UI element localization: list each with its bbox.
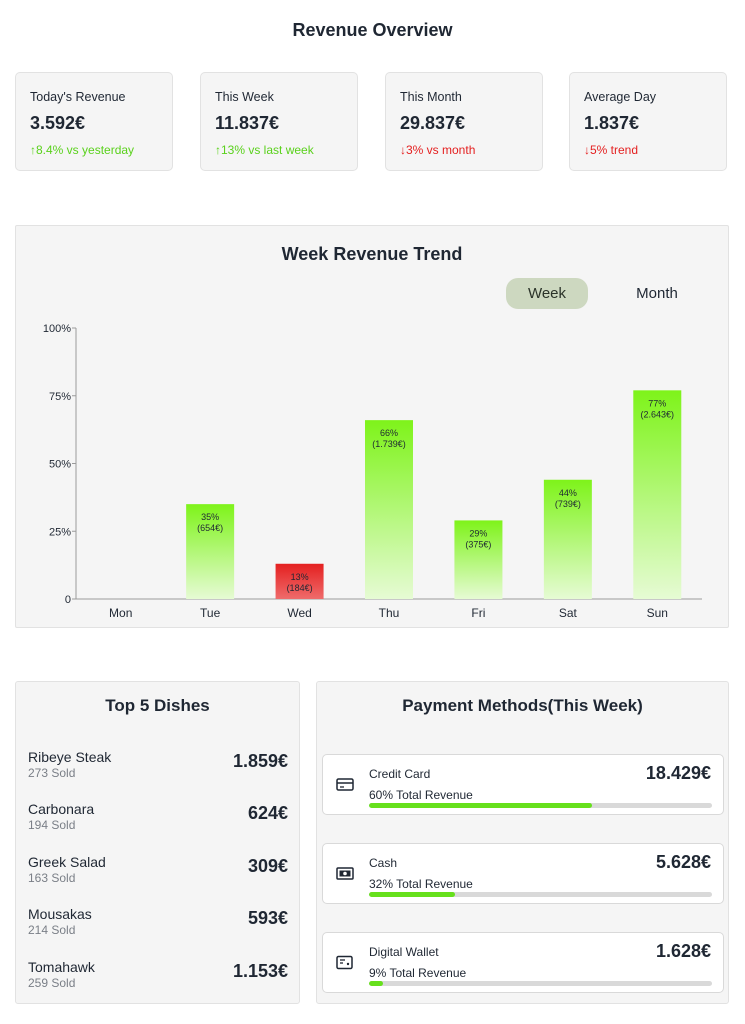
x-tick-label: Fri [471,606,485,620]
kpi-trend: ↓3% vs month [400,143,476,157]
kpi-label: Average Day [584,90,657,104]
y-tick-label: 75% [49,391,71,403]
x-tick-label: Thu [379,606,400,620]
dish-name: Tomahawk [28,959,95,975]
bar-fri [454,520,503,599]
week-revenue-trend-card: Week Revenue Trend Week Month 0 25% 50% 75%… [15,225,729,628]
kpi-label: This Month [400,90,462,104]
dish-item: Greek Salad 163 Sold 309€ [28,854,288,894]
x-tick-label: Wed [287,606,311,620]
bar-thu [365,420,413,599]
dish-item: Mousakas 214 Sold 593€ [28,906,288,946]
bar-value-label: 29% [469,528,487,538]
dish-price: 1.153€ [232,961,288,981]
x-tick-label: Mon [109,606,132,620]
payment-progress-track [369,892,712,897]
kpi-value: 11.837€ [215,113,280,133]
kpi-card-month: This Month 29.837€ ↓3% vs month [385,72,543,171]
wallet-icon [336,955,353,970]
y-tick-label: 0 [65,594,71,606]
x-tick-label: Sat [559,606,578,620]
payment-progress-fill [369,803,592,808]
bar-value-label: 77% [648,398,666,408]
payment-amount: 5.628€ [655,852,711,872]
payment-progress-track [369,981,712,986]
top-dishes-card: Top 5 Dishes Ribeye Steak 273 Sold 1.859… [15,681,300,1004]
bar-amount-label: (1.739€) [372,439,406,449]
toggle-month-button[interactable]: Month [636,285,678,302]
kpi-card-today: Today's Revenue 3.592€ ↑8.4% vs yesterda… [15,72,173,171]
bar-amount-label: (2.643€) [641,409,675,419]
credit-card-icon [336,778,354,791]
payment-amount: 1.628€ [655,941,711,961]
dish-sold: 214 Sold [28,923,76,937]
bar-amount-label: (184€) [287,583,313,593]
payment-amount: 18.429€ [645,763,711,783]
bar-amount-label: (375€) [465,539,491,549]
bar-tue [186,504,235,599]
bar-value-label: 44% [559,488,577,498]
page-title: Revenue Overview [292,20,453,40]
dish-sold: 273 Sold [28,766,76,780]
dish-name: Ribeye Steak [28,749,112,765]
payment-item-digital-wallet: Digital Wallet 1.628€ 9% Total Revenue [322,932,724,993]
y-tick-label: 100% [43,323,71,335]
dish-price: 309€ [247,856,288,876]
y-tick-label: 50% [49,459,71,471]
dish-item: Carbonara 194 Sold 624€ [28,801,288,841]
dish-name: Mousakas [28,906,92,922]
payment-name: Cash [369,856,398,870]
kpi-card-week: This Week 11.837€ ↑13% vs last week [200,72,358,171]
bar-value-label: 66% [380,428,398,438]
dish-price: 593€ [247,908,288,928]
payment-methods-card: Payment Methods(This Week) Credit Card 1… [316,681,729,1004]
payment-progress-fill [369,892,455,897]
kpi-label: Today's Revenue [30,90,126,104]
dishes-title: Top 5 Dishes [105,696,210,715]
payment-share: 32% Total Revenue [369,877,473,891]
x-tick-label: Sun [647,606,668,620]
bar-amount-label: (654€) [197,523,223,533]
bar-wed [275,563,324,599]
chart-title: Week Revenue Trend [281,244,463,264]
kpi-value: 29.837€ [400,113,466,133]
payment-item-credit-card: Credit Card 18.429€ 60% Total Revenue [322,754,724,815]
payment-item-cash: Cash 5.628€ 32% Total Revenue [322,843,724,904]
bar-value-label: 35% [201,512,219,522]
payment-share: 9% Total Revenue [369,966,467,980]
dish-item: Ribeye Steak 273 Sold 1.859€ [28,749,288,789]
toggle-week-button[interactable]: Week [506,278,588,309]
dish-sold: 163 Sold [28,871,76,885]
bar-value-label: 13% [291,572,309,582]
payment-progress-track [369,803,712,808]
dish-item: Tomahawk 259 Sold 1.153€ [28,959,288,999]
dish-sold: 194 Sold [28,818,76,832]
dish-price: 624€ [247,803,288,823]
y-tick-label: 25% [49,526,71,538]
payments-title: Payment Methods(This Week) [402,696,643,715]
bar-sat [543,479,592,599]
payment-name: Credit Card [369,767,431,781]
bar-sun [633,390,682,599]
kpi-label: This Week [215,90,274,104]
kpi-trend: ↑8.4% vs yesterday [30,143,135,157]
kpi-value: 1.837€ [584,113,640,133]
payment-name: Digital Wallet [369,945,439,959]
kpi-value: 3.592€ [30,113,86,133]
kpi-trend: ↓5% trend [584,143,639,157]
kpi-trend: ↑13% vs last week [215,143,314,157]
dish-name: Greek Salad [28,854,106,870]
payment-progress-fill [369,981,383,986]
dish-price: 1.859€ [232,751,288,771]
cash-icon [336,867,354,880]
x-tick-label: Tue [200,606,221,620]
payment-share: 60% Total Revenue [369,788,473,802]
dish-sold: 259 Sold [28,976,76,990]
kpi-card-average: Average Day 1.837€ ↓5% trend [569,72,727,171]
bar-amount-label: (739€) [555,499,581,509]
bar-chart: 0 25% 50% 75% 100% Mon 35%(654€) Tue 13%(184€) We… [43,323,702,620]
dish-name: Carbonara [28,801,95,817]
